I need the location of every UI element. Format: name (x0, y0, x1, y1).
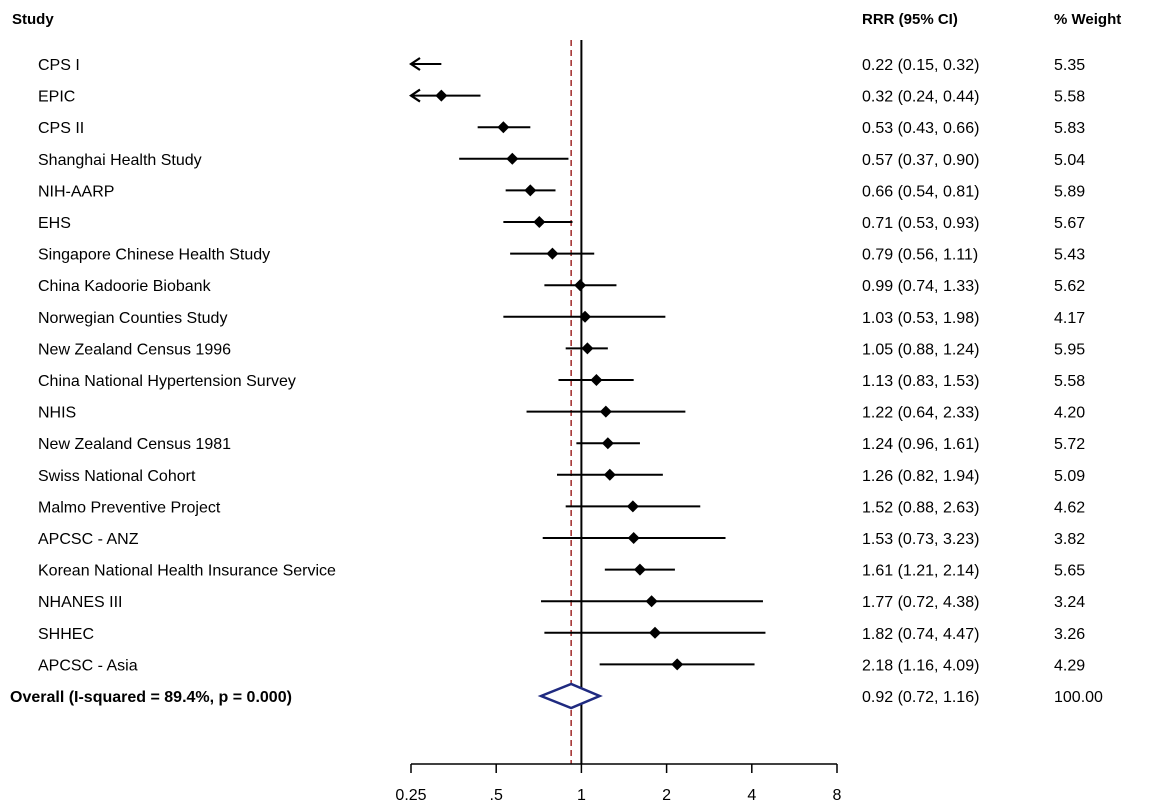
study-label: NIH-AARP (38, 183, 114, 200)
study-ci-text: 0.71 (0.53, 0.93) (862, 215, 979, 232)
point-estimate-marker (579, 310, 592, 323)
study-weight: 5.62 (1054, 278, 1085, 295)
study-weight: 5.09 (1054, 468, 1085, 485)
point-estimate-marker (627, 532, 640, 544)
study-weight: 5.04 (1054, 152, 1085, 169)
study-weight: 3.82 (1054, 531, 1085, 548)
study-ci-text: 1.82 (0.74, 4.47) (862, 626, 979, 643)
study-ci-text: 1.03 (0.53, 1.98) (862, 310, 979, 327)
study-ci-text: 1.13 (0.83, 1.53) (862, 373, 979, 390)
study-weight: 5.95 (1054, 341, 1085, 358)
study-ci-text: 1.53 (0.73, 3.23) (862, 531, 979, 548)
study-label: New Zealand Census 1981 (38, 436, 231, 453)
overall-ci-text: 0.92 (0.72, 1.16) (862, 689, 979, 706)
point-estimate-marker (581, 342, 594, 355)
x-tick-label: 8 (833, 787, 842, 804)
study-ci-text: 1.52 (0.88, 2.63) (862, 499, 979, 516)
study-label: Malmo Preventive Project (38, 499, 221, 516)
study-label: New Zealand Census 1996 (38, 341, 231, 358)
point-estimate-marker (497, 121, 510, 134)
point-estimate-marker (626, 500, 639, 513)
point-estimate-marker (506, 152, 519, 165)
plot-area: CPS I 0.22 (0.15, 0.32) 5.35 EPIC 0.32 (0.24… (10, 40, 1103, 804)
x-tick-label: 4 (747, 787, 756, 804)
point-estimate-marker (671, 658, 684, 671)
overall-label: Overall (I-squared = 89.4%, p = 0.000) (10, 689, 292, 706)
study-label: EHS (38, 215, 71, 232)
study-weight: 5.35 (1054, 57, 1085, 74)
study-label: Singapore Chinese Health Study (38, 247, 270, 264)
study-weight: 5.67 (1054, 215, 1085, 232)
point-estimate-marker (603, 468, 616, 481)
study-ci-text: 1.22 (0.64, 2.33) (862, 405, 979, 422)
study-weight: 4.62 (1054, 499, 1085, 516)
study-weight: 3.24 (1054, 594, 1085, 611)
point-estimate-marker (645, 595, 658, 608)
study-label: SHHEC (38, 626, 94, 643)
study-label: CPS I (38, 57, 80, 74)
study-ci-text: 0.79 (0.56, 1.11) (862, 247, 978, 264)
point-estimate-marker (633, 563, 646, 576)
study-label: APCSC - ANZ (38, 531, 139, 548)
study-weight: 4.17 (1054, 310, 1085, 327)
study-label: NHIS (38, 405, 76, 422)
study-ci-text: 0.99 (0.74, 1.33) (862, 278, 979, 295)
study-label: Norwegian Counties Study (38, 310, 227, 327)
study-label: Swiss National Cohort (38, 468, 196, 485)
study-weight: 5.58 (1054, 89, 1085, 106)
study-weight: 5.58 (1054, 373, 1085, 390)
study-weight: 5.43 (1054, 247, 1085, 264)
study-label: EPIC (38, 89, 75, 106)
x-tick-label: 2 (662, 787, 671, 804)
point-estimate-marker (601, 437, 614, 450)
overall-weight: 100.00 (1054, 689, 1103, 706)
weight-column-header: % Weight (1054, 11, 1121, 28)
estimate-column-header: RRR (95% CI) (862, 11, 958, 28)
study-label: China National Hypertension Survey (38, 373, 296, 390)
study-ci-text: 1.24 (0.96, 1.61) (862, 436, 979, 453)
study-weight: 5.72 (1054, 436, 1085, 453)
overall-diamond (537, 682, 603, 710)
ci-truncation-arrow (409, 57, 421, 71)
study-weight: 4.29 (1054, 657, 1085, 674)
x-tick-label: 1 (577, 787, 586, 804)
study-ci-text: 0.66 (0.54, 0.81) (862, 183, 979, 200)
study-ci-text: 0.32 (0.24, 0.44) (862, 89, 979, 106)
x-tick-label: 0.25 (395, 787, 426, 804)
study-label: CPS II (38, 120, 84, 137)
study-weight: 5.65 (1054, 563, 1085, 580)
point-estimate-marker (435, 89, 448, 102)
study-weight: 4.20 (1054, 405, 1085, 422)
study-weight: 5.89 (1054, 183, 1085, 200)
study-ci-text: 0.53 (0.43, 0.66) (862, 120, 979, 137)
ci-truncation-arrow (409, 88, 421, 103)
study-label: China Kadoorie Biobank (38, 278, 212, 295)
study-ci-text: 2.18 (1.16, 4.09) (862, 657, 979, 674)
study-label: APCSC - Asia (38, 657, 138, 674)
study-label: Korean National Health Insurance Service (38, 563, 336, 580)
study-ci-text: 1.77 (0.72, 4.38) (862, 594, 979, 611)
study-ci-text: 0.22 (0.15, 0.32) (862, 57, 979, 74)
point-estimate-marker (533, 216, 546, 228)
study-ci-text: 1.26 (0.82, 1.94) (862, 468, 979, 485)
point-estimate-marker (649, 626, 662, 639)
x-tick-label: .5 (490, 787, 503, 804)
point-estimate-marker (574, 279, 587, 292)
study-ci-text: 1.61 (1.21, 2.14) (862, 563, 979, 580)
study-ci-text: 0.57 (0.37, 0.90) (862, 152, 979, 169)
point-estimate-marker (599, 405, 612, 418)
study-label: Shanghai Health Study (38, 152, 202, 169)
point-estimate-marker (524, 184, 537, 197)
point-estimate-marker (590, 374, 603, 386)
study-label: NHANES III (38, 594, 122, 611)
study-weight: 5.83 (1054, 120, 1085, 137)
study-column-header: Study (12, 11, 54, 28)
point-estimate-marker (546, 247, 559, 260)
study-weight: 3.26 (1054, 626, 1085, 643)
study-ci-text: 1.05 (0.88, 1.24) (862, 341, 979, 358)
